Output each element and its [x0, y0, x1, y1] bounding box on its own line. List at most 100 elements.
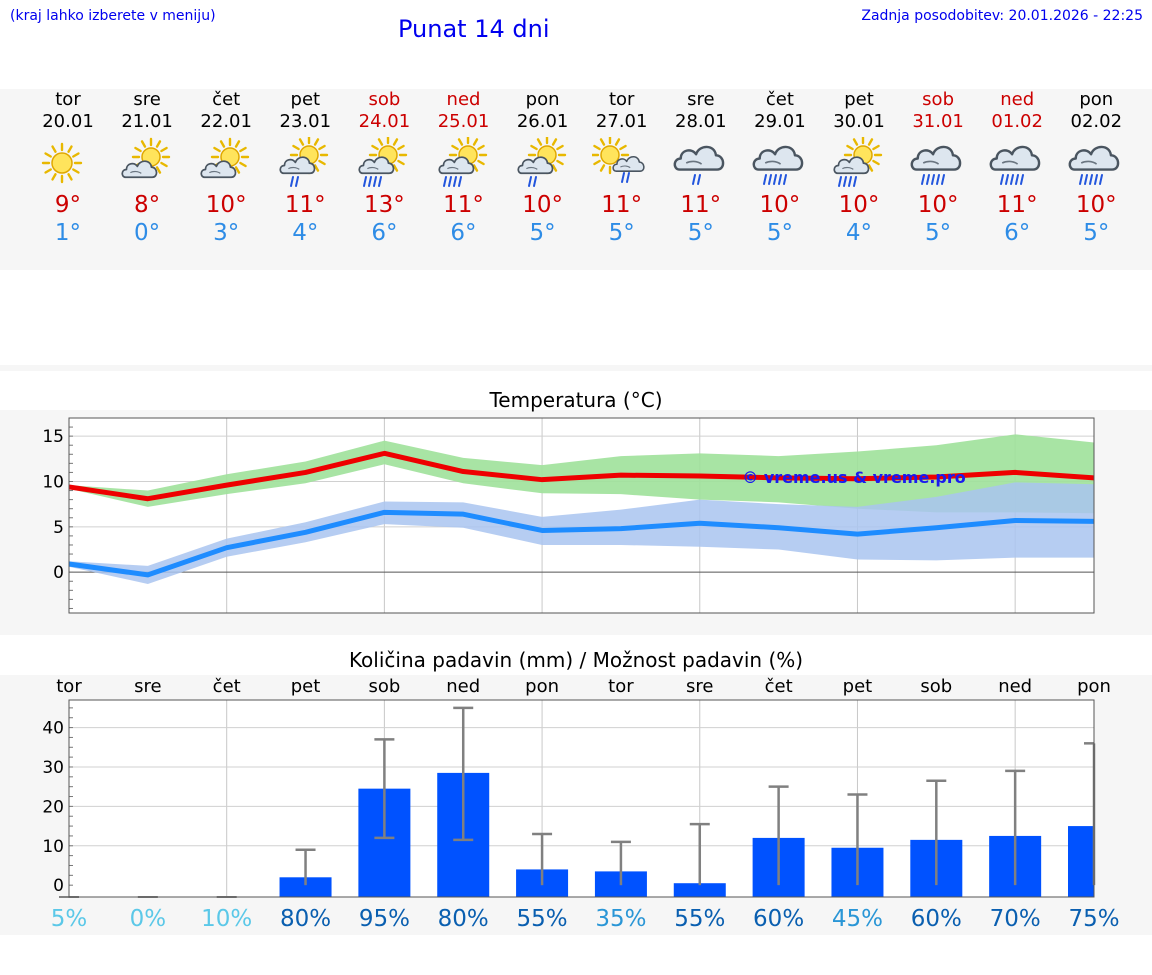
day-column: čet 22.01 10° 3°: [186, 89, 266, 247]
separator-strip: [0, 365, 1152, 371]
day-date: 31.01: [912, 111, 964, 132]
day-name: pet: [844, 89, 874, 110]
cloud-shape: [910, 145, 962, 171]
x-category-label: čet: [213, 676, 241, 697]
day-name: čet: [765, 89, 794, 110]
cloud-shape: [437, 156, 474, 175]
cloud-shape: [833, 156, 870, 175]
cloud-shape: [200, 160, 237, 179]
precip-probability: 95%: [359, 906, 410, 932]
min-range-band: [69, 482, 1094, 584]
x-category-label: sre: [134, 676, 161, 697]
min-temp: 5°: [925, 220, 952, 246]
day-column: čet 29.01 10° 5°: [740, 89, 820, 247]
max-temp: 10°: [838, 192, 880, 218]
day-column: pon 02.02 10° 5°: [1056, 89, 1136, 247]
rain-shape: [1079, 174, 1104, 185]
max-temp-line: [68, 450, 1095, 502]
rain-shape: [921, 174, 946, 185]
x-category-label: sre: [686, 676, 713, 697]
precipitation-chart: 0 10 20 30 40 tor sre čet pet sob ned pon tor sre čet p…: [42, 676, 1119, 932]
precip-probability: 60%: [753, 906, 804, 932]
precip-chart-title: Količina padavin (mm) / Možnost padavin …: [348, 648, 804, 672]
x-category-label: pet: [291, 676, 321, 697]
min-temp-line: [68, 509, 1095, 578]
max-temp: 10°: [522, 192, 563, 218]
precip-probability: 80%: [280, 906, 331, 932]
min-temp: 5°: [529, 220, 556, 246]
y-tick-label: 0: [53, 876, 64, 896]
precip-probability: 35%: [595, 906, 646, 932]
day-date: 27.01: [595, 111, 648, 132]
sun-rain-cloud-icon: [591, 137, 645, 183]
max-temp: 8°: [134, 192, 161, 218]
rain-shape: [442, 176, 462, 187]
day-date: 28.01: [675, 111, 727, 132]
day-name: pet: [290, 89, 321, 110]
cloud-shape: [121, 160, 158, 179]
max-temp: 10°: [205, 192, 247, 218]
day-date: 23.01: [279, 111, 332, 132]
precip-probability: 5%: [51, 906, 88, 932]
day-date: 25.01: [437, 111, 490, 132]
precip-bar: [279, 877, 332, 897]
partly-cloudy-icon: [200, 137, 250, 179]
x-category-label: ned: [998, 676, 1032, 697]
max-temp: 9°: [54, 192, 82, 218]
sun-shape: [41, 142, 83, 184]
cloud-shape: [279, 156, 316, 175]
cloud-rain-icon: [752, 145, 804, 185]
y-tick-label: 10: [42, 472, 64, 492]
cloud-shape: [752, 145, 804, 171]
precip-probability: 55%: [674, 906, 725, 932]
day-name: pon: [525, 89, 560, 110]
day-name: tor: [608, 89, 635, 110]
x-category-label: tor: [608, 676, 634, 697]
day-column: sob 31.01 10° 5°: [898, 89, 978, 247]
sun-cloud-rain-icon: [358, 137, 408, 187]
x-category-label: pon: [525, 676, 559, 697]
day-date: 22.01: [200, 111, 252, 132]
min-temp: 5°: [1083, 220, 1110, 246]
min-temp: 6°: [450, 220, 477, 246]
cloud-rain-icon: [989, 145, 1041, 185]
precip-probability: 10%: [201, 906, 252, 932]
max-temp: 13°: [364, 192, 405, 218]
min-temp: 1°: [54, 220, 82, 246]
day-date: 20.01: [42, 111, 94, 132]
precip-bar: [673, 883, 726, 897]
day-column: pet 23.01 11° 4°: [265, 89, 345, 247]
x-category-label: ned: [446, 676, 480, 697]
rain-shape: [363, 176, 383, 187]
rain-shape: [838, 176, 857, 187]
watermark: © vreme.us & vreme.pro: [742, 468, 965, 487]
y-tick-label: 10: [42, 837, 64, 857]
day-date: 21.01: [121, 111, 173, 132]
precip-probability: 45%: [832, 906, 883, 932]
partly-cloudy-icon: [121, 137, 171, 179]
plot-frame: [68, 417, 1095, 614]
max-temp: 11°: [443, 192, 484, 218]
max-temp: 11°: [680, 192, 722, 218]
page-title: Punat 14 dni: [398, 15, 550, 43]
min-temp: 4°: [845, 220, 873, 246]
min-temp: 0°: [134, 220, 161, 246]
day-column: pet 30.01 10° 4°: [819, 89, 899, 247]
x-category-label: pet: [843, 676, 873, 697]
last-updated: Zadnja posodobitev: 20.01.2026 - 22:25: [861, 8, 1143, 24]
max-temp: 11°: [601, 192, 643, 218]
precip-probability: 75%: [1068, 906, 1119, 932]
min-temp: 4°: [292, 220, 319, 246]
sun-cloud-rain-icon: [833, 137, 883, 187]
rain-shape: [762, 174, 787, 185]
day-name: tor: [55, 89, 81, 110]
day-name: sob: [368, 89, 401, 110]
x-category-label: pon: [1077, 676, 1111, 697]
cloud-shape: [358, 156, 395, 175]
cloud-rain-icon: [1068, 145, 1120, 185]
day-name: sob: [922, 89, 954, 110]
max-range-band: [69, 434, 1094, 514]
day-name: sre: [133, 89, 161, 110]
day-column: ned 01.02 11° 6°: [977, 89, 1057, 247]
sunny-icon: [41, 142, 83, 184]
